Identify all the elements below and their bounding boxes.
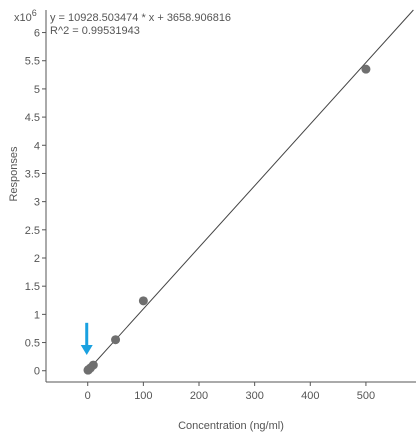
r-squared: R^2 = 0.99531943: [50, 25, 140, 37]
y-tick-label: 5.5: [25, 56, 40, 68]
y-tick-label: 4.5: [25, 112, 40, 124]
fit-line-group: [86, 9, 414, 373]
y-axis: 0 0.5 1 1.5 2 2.5 3 3.5 4 4.5 5 5.5 6: [25, 10, 47, 382]
y-multiplier: x106: [14, 8, 37, 24]
x-axis: 0 100 200 300 400 500: [46, 381, 416, 402]
x-tick-label: 300: [245, 390, 263, 402]
x-tick-label: 0: [85, 390, 91, 402]
y-tick-label: 6: [34, 28, 40, 40]
x-tick-label: 500: [357, 390, 375, 402]
fit-equation: y = 10928.503474 * x + 3658.906816: [50, 12, 231, 24]
data-point: [111, 335, 121, 345]
x-tick-label: 400: [301, 390, 319, 402]
y-multiplier-base: x10: [14, 12, 32, 24]
y-tick-label: 3: [34, 197, 40, 209]
x-axis-title: Concentration (ng/ml): [178, 420, 284, 432]
y-axis-title: Responses: [8, 146, 20, 202]
y-multiplier-exponent: 6: [32, 8, 37, 18]
y-tick-label: 4: [34, 140, 40, 152]
data-point: [138, 296, 148, 306]
data-points: [83, 64, 371, 375]
y-tick-label: 2: [34, 253, 40, 265]
y-tick-label: 2.5: [25, 225, 40, 237]
x-tick-label: 200: [190, 390, 208, 402]
fit-line: [86, 9, 414, 373]
data-point: [88, 360, 98, 370]
data-point: [361, 64, 371, 74]
y-tick-label: 0: [34, 366, 40, 378]
y-tick-label: 1: [34, 309, 40, 321]
y-tick-label: 0.5: [25, 338, 40, 350]
x-tick-label: 100: [134, 390, 152, 402]
y-tick-label: 1.5: [25, 281, 40, 293]
y-tick-label: 5: [34, 84, 40, 96]
annotation-arrow: [80, 322, 93, 355]
arrow-head: [80, 344, 93, 355]
y-tick-label: 3.5: [25, 168, 40, 180]
